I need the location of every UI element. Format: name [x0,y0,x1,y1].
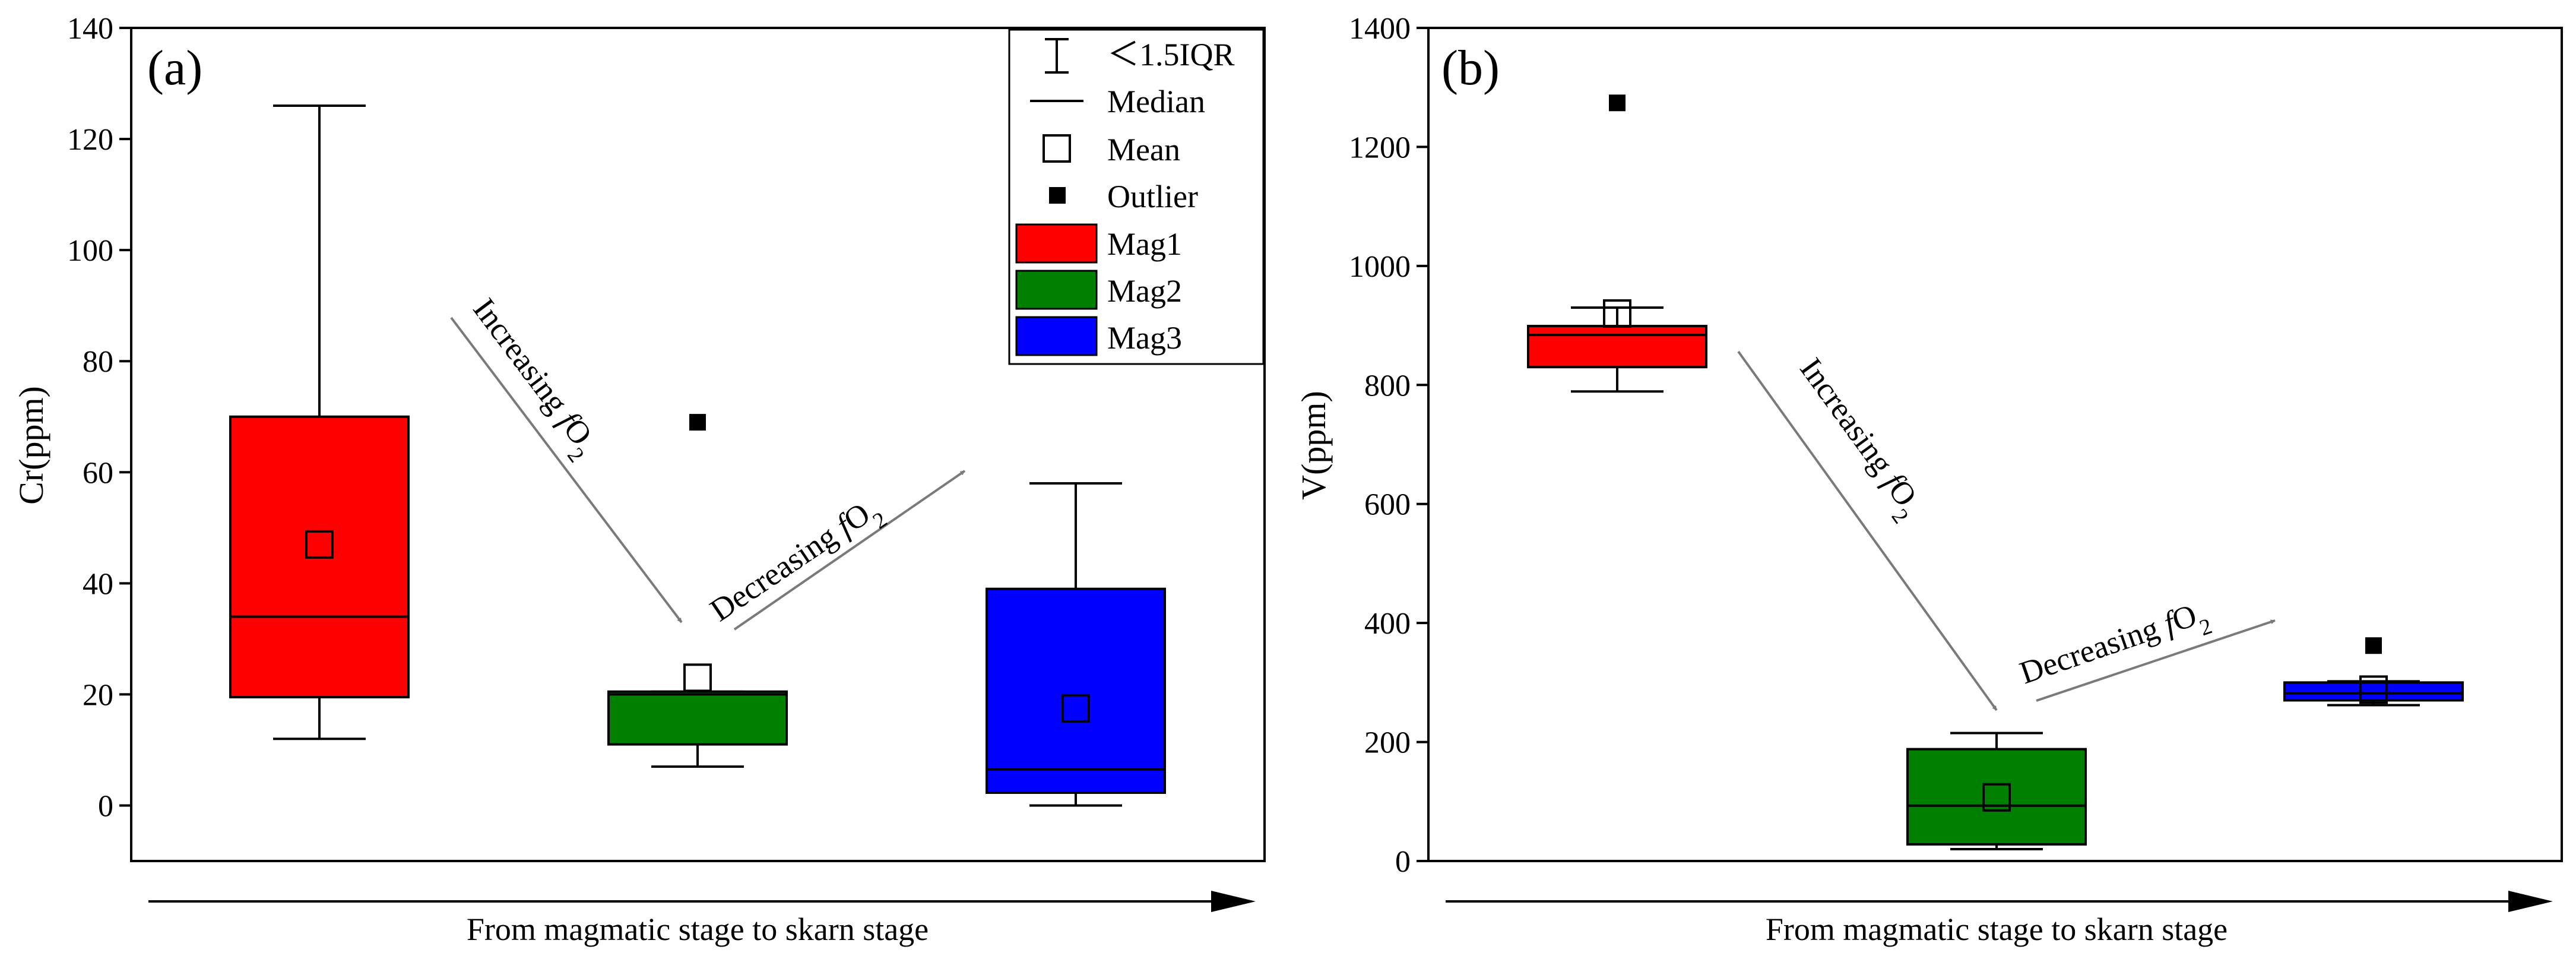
y-tick-label: 60 [83,456,113,490]
mean-marker [1982,783,2011,812]
outlier-marker [689,414,706,431]
y-axis-label: V(ppm) [1294,391,1333,500]
decreasing-annotation: Decreasing fO2 [704,489,892,637]
mean-marker [1603,299,1631,328]
boxes [1527,94,2464,850]
box-mag1 [1527,94,1707,393]
decreasing-arrow [2036,619,2276,702]
box-mag2 [607,414,788,768]
iqr-box [1906,748,2087,846]
mean-marker [305,530,334,559]
y-tick-label: 1200 [1349,131,1411,164]
y-tick-label: 0 [98,789,113,823]
legend-label: Mag3 [1107,320,1182,356]
outlier-marker [1609,94,1626,112]
decreasing-arrow [733,470,966,631]
iqr-box [2283,681,2464,702]
legend-item-mag1: Mag1 [1015,223,1182,264]
iqr-box [986,587,1166,794]
iqr-box [1527,325,1707,369]
y-tick-label: 1000 [1349,250,1411,284]
x-axis-label: From magmatic stage to skarn stage [467,911,929,947]
legend-label: Mag2 [1107,273,1182,309]
y-tick-label: 600 [1364,488,1411,522]
legend-swatch-mag3 [1015,316,1098,356]
mean-marker [1062,694,1090,723]
increasing-annotation: Increasing fO2 [1785,352,1931,528]
box-mag3 [2283,637,2464,707]
y-tick-label: 400 [1364,607,1411,641]
plot-frame [1427,27,2563,862]
legend-outlier-icon [1049,187,1066,204]
y-axis-label: Cr(ppm) [12,386,50,505]
y-tick-label: 0 [1395,845,1411,879]
panel-label: (a) [147,40,202,96]
box-mag1 [229,104,410,740]
box-mag3 [986,482,1166,807]
y-tick-label: 20 [83,678,113,712]
legend-mean-icon [1043,134,1071,163]
legend-swatch-mag2 [1015,270,1098,310]
plot-frame [130,27,1266,862]
legend-label: Mean [1107,132,1180,167]
legend-whisker-icon [1045,38,1069,74]
legend-swatch-mag1 [1015,223,1098,264]
y-tick-label: 100 [67,234,113,268]
legend-item-mag3: Mag3 [1015,316,1182,356]
y-tick-label: 80 [83,345,113,379]
box-mag2 [1906,732,2087,850]
legend-item-mag2: Mag2 [1015,270,1182,310]
boxes [229,104,1166,807]
increasing-arrow [1737,350,1998,711]
iqr-box [607,690,788,746]
panel-label: (b) [1441,40,1500,96]
decreasing-annotation: Decreasing fO2 [2015,593,2215,701]
legend-label: Outlier [1107,179,1198,214]
legend-item-mean: Mean [1043,132,1180,167]
y-tick-label: 120 [67,123,113,157]
legend-label: ＜1.5IQR [1107,37,1235,72]
y-tick-label: 800 [1364,369,1411,403]
y-ticks: 0 20 40 60 80 100 120 140 [67,12,131,823]
legend-item-median: Median [1030,84,1205,119]
mean-marker [2359,675,2388,704]
mean-marker [683,663,712,692]
y-ticks: 0 200 400 600 800 1000 1200 1400 [1349,12,1428,879]
y-tick-label: 200 [1364,726,1411,760]
legend: ＜1.5IQR Median Mean Outlier Mag1 Mag2 [1008,29,1265,365]
y-tick-label: 1400 [1349,12,1411,46]
x-axis-label: From magmatic stage to skarn stage [1766,911,2228,947]
stage-arrow-head [1211,891,1256,912]
panel-b: (b) V(ppm) 0 200 400 600 800 1000 1200 1400 Inc… [1294,12,2563,947]
outlier-marker [2365,637,2382,654]
legend-label: Median [1107,84,1205,119]
increasing-arrow [450,316,683,623]
stage-arrow-head [2508,891,2553,912]
increasing-annotation: Increasing fO2 [458,292,606,467]
panel-a: (a) Cr(ppm) 0 20 40 60 80 100 120 140 ＜1.5IQR M… [12,12,1266,947]
legend-item-whisker: ＜1.5IQR [1045,37,1235,74]
y-tick-label: 40 [83,567,113,601]
legend-label: Mag1 [1107,226,1182,262]
y-tick-label: 140 [67,12,113,46]
legend-item-outlier: Outlier [1049,179,1198,214]
